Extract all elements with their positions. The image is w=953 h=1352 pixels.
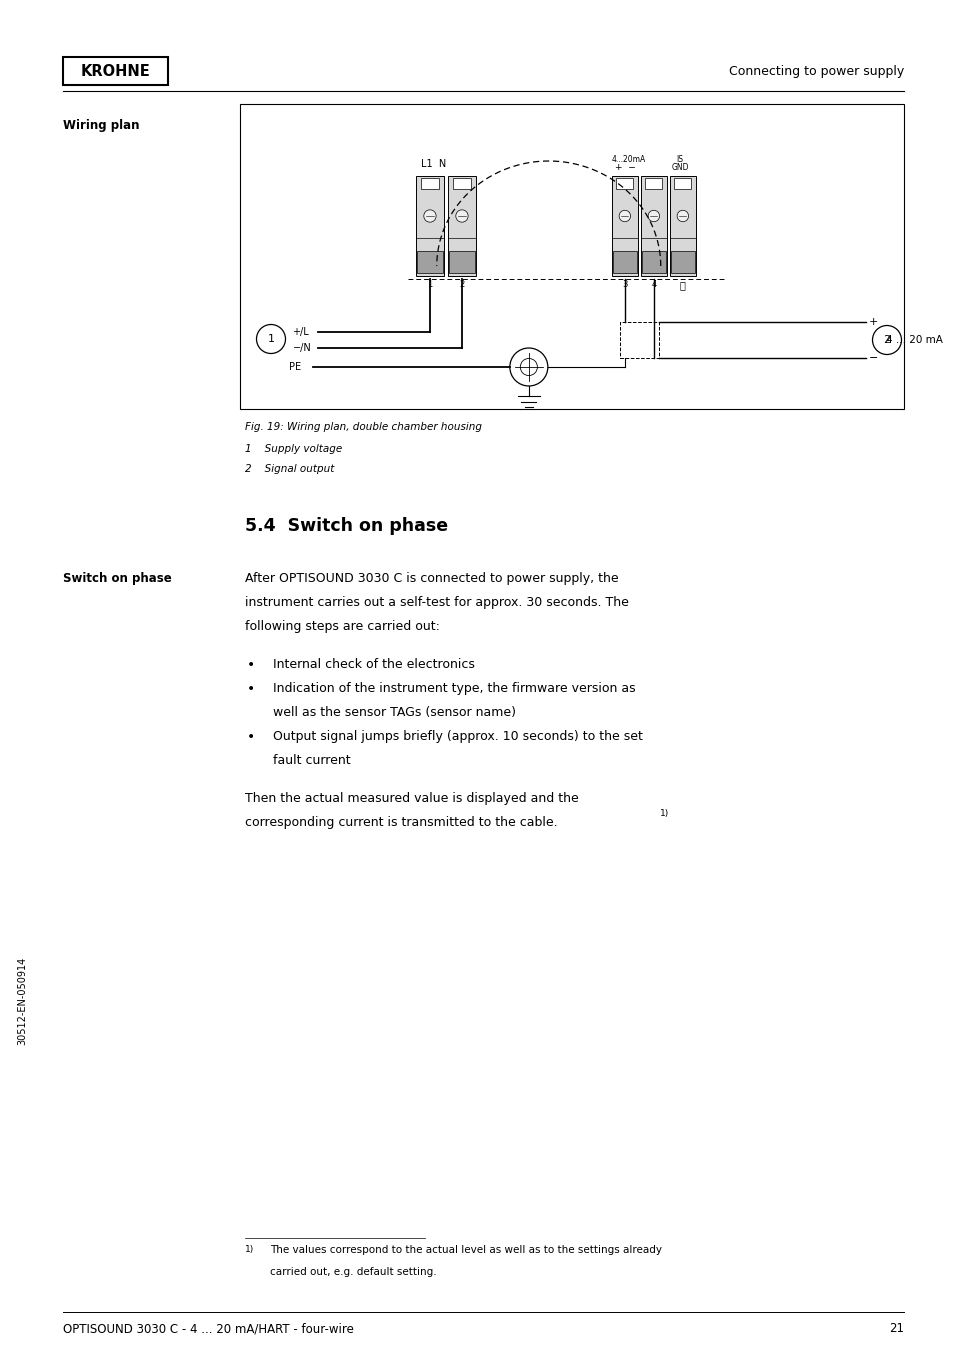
Text: +: + bbox=[868, 316, 878, 327]
Text: 21: 21 bbox=[888, 1322, 903, 1334]
Text: GND: GND bbox=[671, 164, 689, 172]
FancyBboxPatch shape bbox=[674, 178, 691, 189]
Circle shape bbox=[519, 358, 537, 376]
Text: 3: 3 bbox=[621, 280, 627, 289]
Text: 4: 4 bbox=[651, 280, 656, 289]
Text: Fig. 19: Wiring plan, double chamber housing: Fig. 19: Wiring plan, double chamber hou… bbox=[245, 422, 481, 433]
Circle shape bbox=[677, 211, 688, 222]
Circle shape bbox=[423, 210, 436, 222]
Text: 2    Signal output: 2 Signal output bbox=[245, 464, 334, 475]
FancyBboxPatch shape bbox=[640, 176, 666, 276]
Text: L1  N: L1 N bbox=[420, 160, 446, 169]
Text: IS: IS bbox=[675, 155, 682, 164]
Text: •: • bbox=[247, 658, 255, 672]
FancyBboxPatch shape bbox=[420, 178, 438, 189]
Text: Indication of the instrument type, the firmware version as: Indication of the instrument type, the f… bbox=[273, 683, 635, 695]
Text: +  −: + − bbox=[614, 164, 635, 172]
Text: 4 ... 20 mA: 4 ... 20 mA bbox=[885, 335, 942, 345]
Circle shape bbox=[618, 211, 630, 222]
Text: −: − bbox=[868, 353, 878, 362]
Circle shape bbox=[647, 211, 659, 222]
FancyBboxPatch shape bbox=[671, 251, 694, 273]
Text: fault current: fault current bbox=[273, 753, 351, 767]
Text: Connecting to power supply: Connecting to power supply bbox=[728, 65, 903, 77]
Text: After OPTISOUND 3030 C is connected to power supply, the: After OPTISOUND 3030 C is connected to p… bbox=[245, 572, 618, 585]
FancyBboxPatch shape bbox=[416, 176, 443, 276]
Text: corresponding current is transmitted to the cable.: corresponding current is transmitted to … bbox=[245, 817, 558, 829]
FancyBboxPatch shape bbox=[63, 57, 168, 85]
FancyBboxPatch shape bbox=[613, 251, 636, 273]
Text: Switch on phase: Switch on phase bbox=[63, 572, 172, 585]
FancyBboxPatch shape bbox=[616, 178, 633, 189]
Text: 1): 1) bbox=[659, 810, 669, 818]
FancyBboxPatch shape bbox=[619, 322, 659, 358]
Text: 2: 2 bbox=[458, 280, 464, 289]
Text: ⏚: ⏚ bbox=[679, 280, 685, 289]
Circle shape bbox=[509, 347, 547, 387]
Text: 1: 1 bbox=[427, 280, 432, 289]
Circle shape bbox=[256, 324, 285, 353]
Text: Internal check of the electronics: Internal check of the electronics bbox=[273, 658, 475, 672]
FancyBboxPatch shape bbox=[240, 104, 903, 410]
Text: 1    Supply voltage: 1 Supply voltage bbox=[245, 443, 342, 454]
Text: Then the actual measured value is displayed and the: Then the actual measured value is displa… bbox=[245, 792, 578, 806]
Text: Output signal jumps briefly (approx. 10 seconds) to the set: Output signal jumps briefly (approx. 10 … bbox=[273, 730, 642, 742]
FancyBboxPatch shape bbox=[453, 178, 471, 189]
Text: PE: PE bbox=[288, 362, 300, 372]
FancyBboxPatch shape bbox=[448, 176, 476, 276]
FancyBboxPatch shape bbox=[669, 176, 695, 276]
FancyBboxPatch shape bbox=[416, 251, 442, 273]
Text: +/L: +/L bbox=[293, 327, 309, 337]
Text: −/N: −/N bbox=[293, 343, 311, 353]
Circle shape bbox=[872, 326, 901, 354]
Text: The values correspond to the actual level as well as to the settings already: The values correspond to the actual leve… bbox=[270, 1245, 661, 1255]
Text: KROHNE: KROHNE bbox=[81, 64, 151, 78]
Text: Wiring plan: Wiring plan bbox=[63, 119, 139, 132]
FancyBboxPatch shape bbox=[611, 176, 638, 276]
Text: •: • bbox=[247, 683, 255, 696]
FancyBboxPatch shape bbox=[449, 251, 474, 273]
FancyBboxPatch shape bbox=[641, 251, 665, 273]
Text: carried out, e.g. default setting.: carried out, e.g. default setting. bbox=[270, 1267, 436, 1278]
Text: following steps are carried out:: following steps are carried out: bbox=[245, 619, 439, 633]
Text: 1): 1) bbox=[245, 1245, 254, 1255]
FancyBboxPatch shape bbox=[645, 178, 661, 189]
Text: 5.4  Switch on phase: 5.4 Switch on phase bbox=[245, 516, 448, 535]
Text: 1: 1 bbox=[267, 334, 274, 343]
Text: •: • bbox=[247, 730, 255, 744]
Text: 2: 2 bbox=[882, 335, 890, 345]
Text: instrument carries out a self-test for approx. 30 seconds. The: instrument carries out a self-test for a… bbox=[245, 596, 628, 608]
Text: well as the sensor TAGs (sensor name): well as the sensor TAGs (sensor name) bbox=[273, 706, 516, 719]
Text: 4...20mA: 4...20mA bbox=[611, 155, 645, 164]
Text: OPTISOUND 3030 C - 4 ... 20 mA/HART - four-wire: OPTISOUND 3030 C - 4 ... 20 mA/HART - fo… bbox=[63, 1322, 354, 1334]
Circle shape bbox=[456, 210, 468, 222]
Text: 30512-EN-050914: 30512-EN-050914 bbox=[17, 956, 27, 1045]
